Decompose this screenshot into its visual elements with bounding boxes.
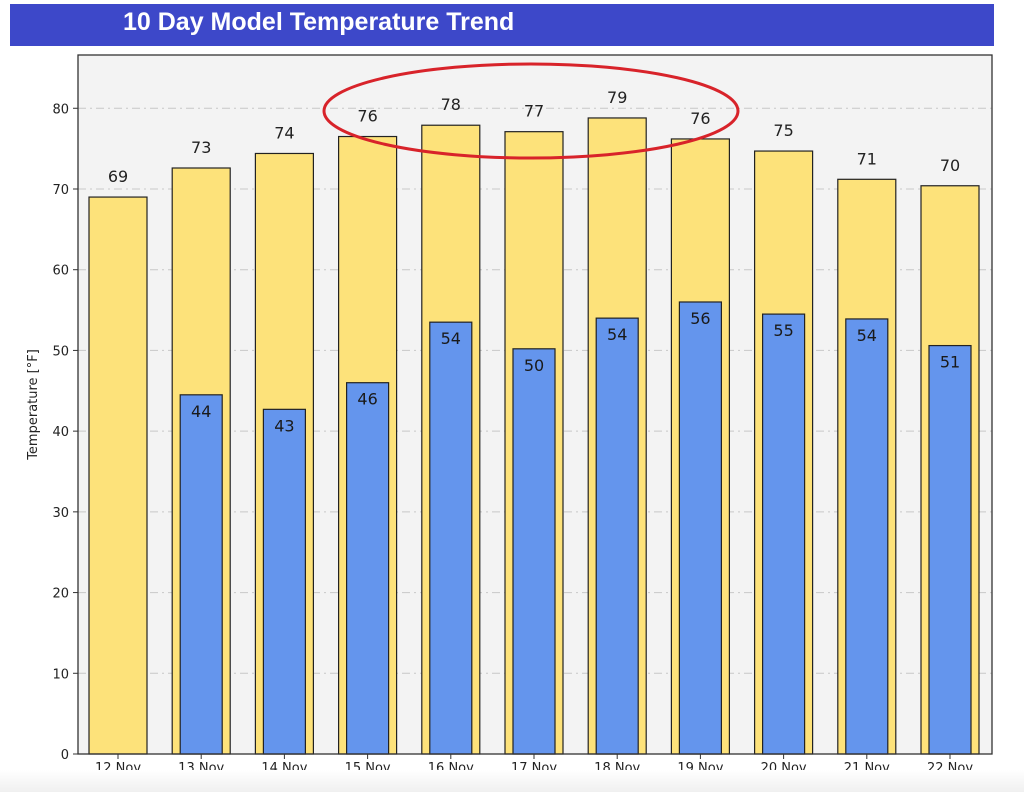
low-label: 43: [274, 416, 294, 435]
low-bar: [346, 382, 390, 755]
high-label: 78: [441, 95, 461, 114]
high-label: 76: [357, 107, 377, 126]
low-label: 51: [940, 353, 960, 372]
low-bar: [761, 313, 806, 755]
high-label: 79: [607, 88, 627, 107]
high-label: 71: [857, 149, 877, 168]
y-tick-label: 30: [52, 506, 69, 521]
low-bar: [512, 348, 556, 755]
low-bar: [678, 301, 723, 755]
y-tick-label: 10: [52, 667, 69, 682]
plot-frame: [77, 54, 993, 755]
y-tick-label: 60: [52, 264, 69, 279]
low-bar: [179, 394, 223, 755]
y-tick-label: 80: [52, 102, 69, 117]
low-label: 54: [441, 329, 461, 348]
y-tick-label: 40: [52, 425, 69, 440]
high-label: 75: [773, 121, 793, 140]
title-banner: 10 Day Model Temperature Trend: [10, 4, 994, 46]
y-tick-label: 70: [52, 183, 69, 198]
y-tick-label: 20: [52, 587, 69, 602]
high-label: 70: [940, 156, 960, 175]
low-label: 54: [607, 325, 627, 344]
low-bar: [262, 408, 306, 755]
high-label: 76: [690, 109, 710, 128]
low-bar: [595, 317, 639, 755]
y-tick-label: 0: [61, 748, 69, 763]
low-bar: [429, 321, 473, 755]
low-label: 44: [191, 402, 211, 421]
low-bar: [845, 318, 889, 755]
low-label: 55: [773, 321, 793, 340]
low-bar: [928, 344, 972, 755]
low-label: 50: [524, 356, 544, 375]
footer-strip: [0, 770, 1024, 792]
chart-title: 10 Day Model Temperature Trend: [123, 8, 515, 36]
high-label: 74: [274, 123, 294, 142]
low-label: 54: [857, 326, 877, 345]
low-label: 56: [690, 309, 710, 328]
high-label: 69: [108, 167, 128, 186]
y-tick-label: 50: [52, 344, 69, 359]
highlight-ellipse: [322, 62, 740, 160]
low-label: 46: [357, 390, 377, 409]
y-axis-label: Temperature [°F]: [26, 349, 41, 461]
high-label: 73: [191, 138, 211, 157]
high-bar: [88, 196, 148, 755]
high-label: 77: [524, 102, 544, 121]
